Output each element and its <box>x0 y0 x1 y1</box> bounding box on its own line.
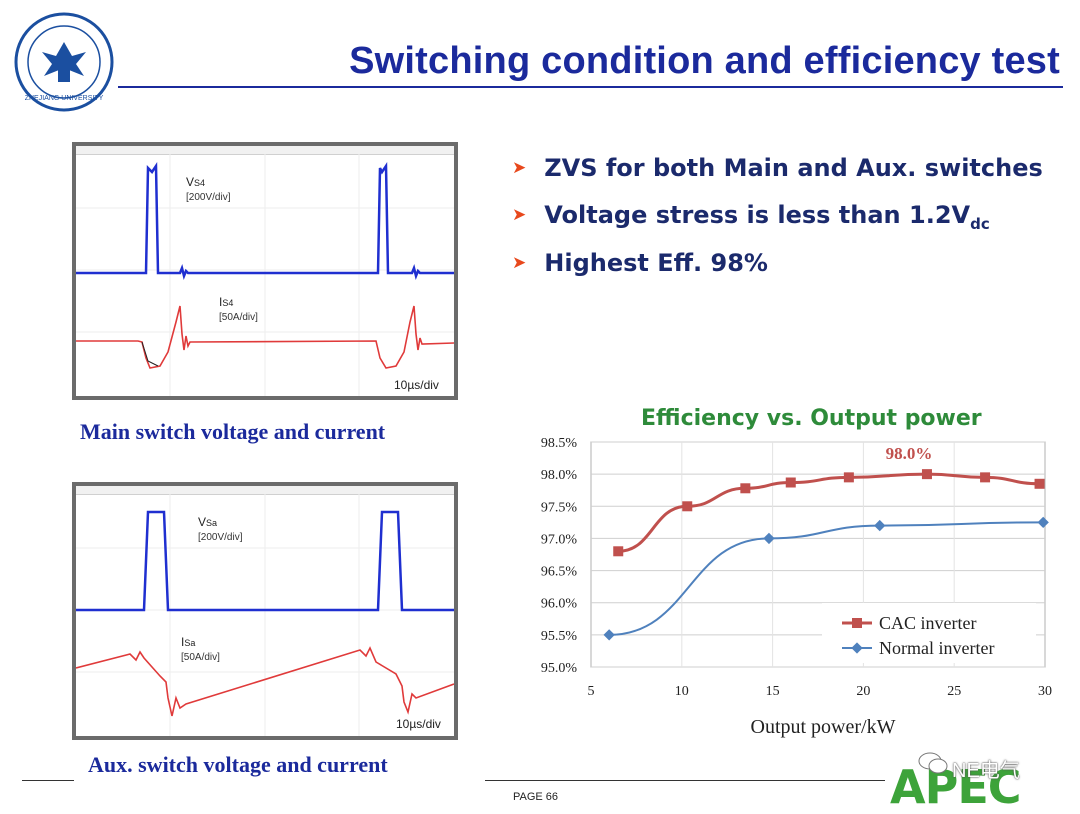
footer-rule-left <box>22 780 74 781</box>
zhejiang-university-logo: ZHEJIANG UNIVERSITY <box>14 12 114 112</box>
y-tick-label: 95.0% <box>541 661 578 676</box>
cac-point <box>843 472 854 483</box>
timebase-label: 10µs/div <box>394 378 439 392</box>
cac-point <box>785 477 796 488</box>
legend-label: Normal inverter <box>879 638 994 658</box>
bullet-arrow-icon: ➤ <box>512 205 527 225</box>
slide-title: Switching condition and efficiency test <box>349 40 1060 82</box>
series-line-normal <box>609 521 1044 636</box>
cac-point <box>980 472 991 483</box>
x-tick-label: 15 <box>766 684 780 699</box>
normal-point <box>1037 516 1049 529</box>
x-axis-label: Output power/kW <box>751 716 896 738</box>
scope-main-waveforms <box>76 154 454 396</box>
main-switch-caption: Main switch voltage and current <box>80 419 386 444</box>
title-underline <box>118 86 1063 88</box>
legend-swatch-marker <box>852 618 862 628</box>
legend-swatch-marker <box>851 642 863 654</box>
footer-rule-right <box>485 780 885 781</box>
scope-aux-waveforms <box>76 494 454 736</box>
timebase-label: 10µs/div <box>396 717 441 731</box>
is4-trace <box>76 305 454 369</box>
cac-point <box>740 483 751 494</box>
scope-aux-switch: VSa [200V/div] ISa [50A/div] 10µs/div <box>72 482 458 740</box>
bullet-voltage-stress: ➤ Voltage stress is less than 1.2Vdc <box>512 201 990 233</box>
y-tick-label: 97.5% <box>541 500 578 515</box>
watermark: NE电气 <box>952 760 1020 782</box>
y-tick-label: 96.5% <box>541 565 578 580</box>
normal-point <box>874 519 886 532</box>
y-tick-label: 97.0% <box>541 532 578 547</box>
x-tick-label: 25 <box>947 684 961 699</box>
wechat-icon <box>918 752 948 774</box>
cac-point <box>1034 478 1045 489</box>
aux-switch-caption: Aux. switch voltage and current <box>88 752 388 777</box>
is4-label: IS4 [50A/div] <box>219 295 258 324</box>
y-tick-label: 98.5% <box>541 436 578 451</box>
x-tick-label: 5 <box>588 684 595 699</box>
apec-logo: APEC <box>890 760 1021 814</box>
legend-box <box>822 603 1036 663</box>
bullet-arrow-icon: ➤ <box>512 253 527 273</box>
y-tick-label: 98.0% <box>541 468 578 483</box>
x-tick-label: 20 <box>856 684 870 699</box>
bullet-zvs: ➤ ZVS for both Main and Aux. switches <box>512 154 1043 182</box>
cac-point <box>613 546 624 557</box>
efficiency-chart: 95.0% 95.5% 96.0% 96.5% 97.0% 97.5% 98.0% 98.5%… <box>541 436 1052 738</box>
y-tick-label: 96.0% <box>541 597 578 612</box>
page-number: PAGE 66 <box>513 791 559 803</box>
vsa-label: VSa [200V/div] <box>198 515 243 544</box>
logo-text: ZHEJIANG UNIVERSITY <box>25 95 104 102</box>
normal-point <box>763 532 775 545</box>
x-tick-label: 10 <box>675 684 689 699</box>
isa-label: ISa [50A/div] <box>181 635 220 664</box>
bullet-arrow-icon: ➤ <box>512 158 527 178</box>
legend-label: CAC inverter <box>879 613 976 633</box>
peak-annotation: 98.0% <box>886 444 933 463</box>
cac-point <box>921 469 932 480</box>
vsa-trace <box>76 510 454 612</box>
bullet-highest-eff: ➤ Highest Eff. 98% <box>512 249 768 277</box>
chart-title: Efficiency vs. Output power <box>641 406 982 431</box>
vs4-label: VS4 [200V/div] <box>186 175 231 204</box>
normal-point <box>603 629 615 641</box>
y-tick-label: 95.5% <box>541 629 578 644</box>
isa-trace <box>76 646 454 717</box>
cac-point <box>682 501 693 512</box>
scope-main-switch: VS4 [200V/div] IS4 [50A/div] 10µs/div <box>72 142 458 400</box>
x-tick-label: 30 <box>1038 684 1052 699</box>
vs4-trace <box>76 161 454 281</box>
